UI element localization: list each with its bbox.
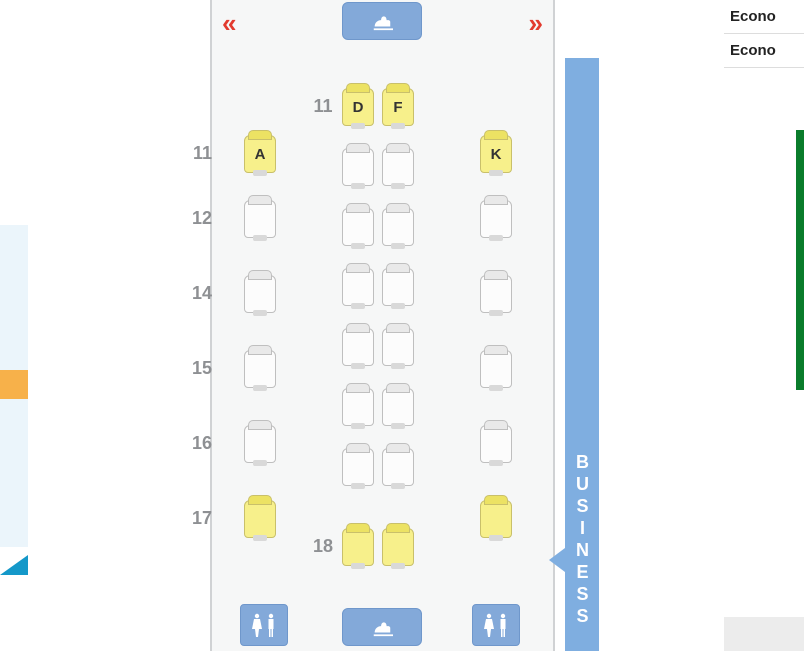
seat[interactable] <box>342 528 374 566</box>
row-label: 17 <box>182 508 212 529</box>
exit-arrow-right-icon: » <box>529 8 537 39</box>
seat[interactable]: D <box>342 88 374 126</box>
row-label: 11 <box>182 143 212 164</box>
seat[interactable] <box>244 200 276 238</box>
seat[interactable] <box>342 448 374 486</box>
seat[interactable] <box>480 425 512 463</box>
galley-top-icon <box>342 2 422 40</box>
bottom-right-panel <box>724 617 804 651</box>
seat[interactable] <box>342 268 374 306</box>
fare-class-link-2[interactable]: Econo <box>724 34 804 68</box>
seat[interactable] <box>342 208 374 246</box>
restroom-left-icon <box>240 604 288 646</box>
seat-letter: D <box>353 99 364 116</box>
seat[interactable] <box>382 268 414 306</box>
seat[interactable] <box>480 350 512 388</box>
galley-bottom-icon <box>342 608 422 646</box>
seat[interactable] <box>480 275 512 313</box>
row-label: 15 <box>182 358 212 379</box>
seat-letter: A <box>255 146 266 163</box>
seat[interactable] <box>342 388 374 426</box>
seat[interactable] <box>382 388 414 426</box>
seat[interactable] <box>382 448 414 486</box>
seat[interactable] <box>480 500 512 538</box>
sidebar-right: Econo Econo <box>724 0 804 68</box>
row-label: 12 <box>182 208 212 229</box>
green-accent <box>796 130 804 390</box>
seat-map: » » 11AK1214151617DF1118 BUSINESS <box>210 0 555 651</box>
left-wedge <box>0 555 28 575</box>
seat[interactable] <box>244 500 276 538</box>
cabin-class-label: BUSINESS <box>565 58 599 651</box>
seat[interactable] <box>244 350 276 388</box>
seat[interactable] <box>480 200 512 238</box>
seat[interactable] <box>342 148 374 186</box>
row-label-center: 18 <box>308 536 338 557</box>
seat[interactable]: F <box>382 88 414 126</box>
row-label-center: 11 <box>308 96 338 117</box>
seat-letter: F <box>393 99 402 116</box>
left-orange-block <box>0 370 28 399</box>
row-label: 14 <box>182 283 212 304</box>
seat[interactable] <box>382 208 414 246</box>
seat[interactable] <box>382 528 414 566</box>
fare-class-link-1[interactable]: Econo <box>724 0 804 34</box>
seat[interactable] <box>382 148 414 186</box>
seat[interactable] <box>382 328 414 366</box>
row-label: 16 <box>182 433 212 454</box>
seat[interactable] <box>244 275 276 313</box>
exit-arrow-left-icon: » <box>228 8 236 39</box>
seat[interactable] <box>244 425 276 463</box>
seat-letter: K <box>491 146 502 163</box>
restroom-right-icon <box>472 604 520 646</box>
seat[interactable] <box>342 328 374 366</box>
seat[interactable]: A <box>244 135 276 173</box>
seat[interactable]: K <box>480 135 512 173</box>
